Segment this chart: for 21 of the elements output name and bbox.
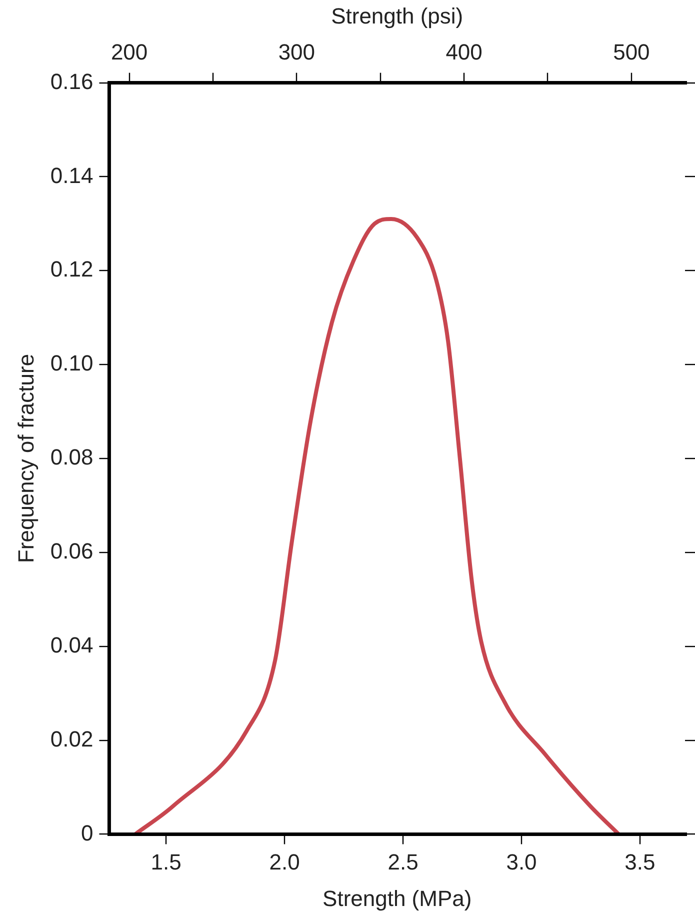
y-tick-label: 0.16 <box>50 68 94 94</box>
x-tick-label: 3.5 <box>624 849 656 874</box>
y-tick-label: 0.12 <box>50 256 94 282</box>
x2-tick-label: 400 <box>446 40 482 65</box>
x2-tick-label: 200 <box>110 40 148 65</box>
y-tick-label: 0.06 <box>50 538 94 564</box>
y-tick-label: 0 <box>80 820 94 846</box>
y-tick-label: 0.14 <box>50 162 94 188</box>
y-tick-label: 0.02 <box>50 726 94 752</box>
y-tick-label: 0.10 <box>50 350 94 376</box>
x-tick-label: 1.5 <box>150 849 182 874</box>
x2-tick-label: 300 <box>278 40 316 65</box>
x-tick-label: 2.5 <box>388 849 418 874</box>
x-axis-title: Strength (MPa) <box>322 886 472 911</box>
y-axis-title: Frequency of fracture <box>13 354 38 564</box>
x2-axis-title: Strength (psi) <box>331 3 464 28</box>
x2-tick-label: 500 <box>613 40 650 65</box>
y-tick-label: 0.04 <box>50 632 94 658</box>
y-tick-label: 0.08 <box>50 444 94 470</box>
x-tick-label: 3.0 <box>506 849 537 874</box>
x-tick-label: 2.0 <box>269 849 300 874</box>
